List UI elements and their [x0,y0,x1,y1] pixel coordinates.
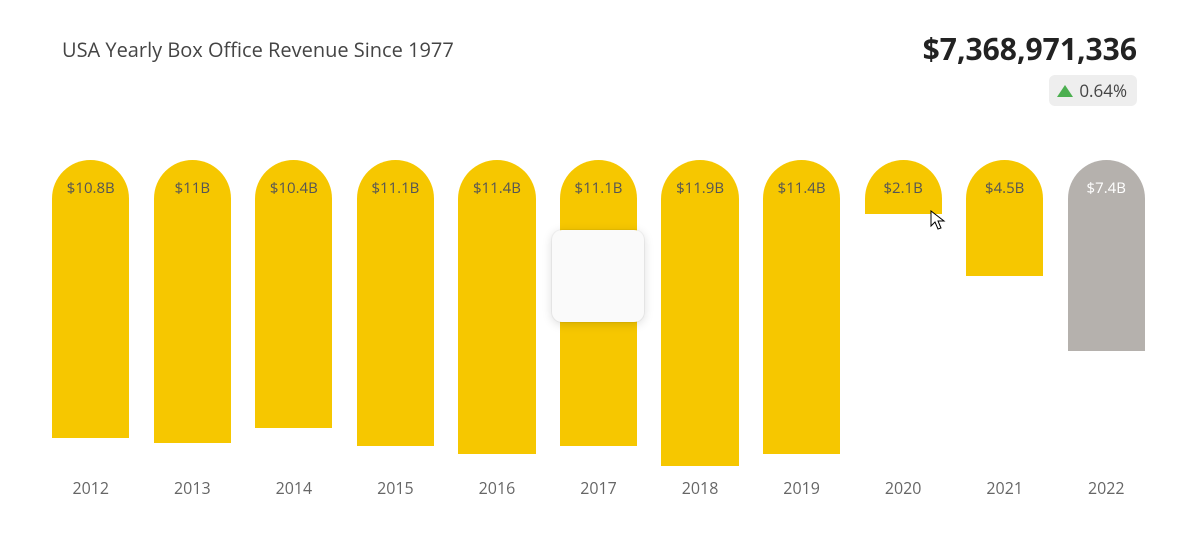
x-tick-label: 2016 [446,469,548,499]
x-tick-label: 2013 [142,469,244,499]
x-axis: 2012201320142015201620172018201920202021… [40,469,1157,505]
kpi-delta-badge: 0.64% [1049,75,1137,106]
bar-value-label: $11.1B [560,178,637,198]
x-tick-label: 2020 [852,469,954,499]
bar-slot: $7.4B [1055,160,1157,469]
bar-slot: $11.1B [345,160,447,469]
bar-value-label: $10.8B [52,178,129,198]
plot-area: $10.8B $11B $10.4B $11.1B $11.4B $11.1B $11.9B… [40,160,1157,505]
bar-value-label: $11.1B [357,178,434,198]
bar-slot: $10.4B [243,160,345,469]
chart-container: USA Yearly Box Office Revenue Since 1977… [0,0,1197,545]
bar-slot: $11B [142,160,244,469]
bar-slot: $10.8B [40,160,142,469]
bar-value-label: $7.4B [1068,178,1145,198]
bar-slot: $2.1B [852,160,954,469]
arrow-up-icon [1057,85,1073,97]
bar[interactable]: $2.1B [865,160,942,214]
bar-value-label: $11.4B [763,178,840,198]
bar[interactable]: $11.4B [458,160,535,454]
bar[interactable]: $11.4B [763,160,840,454]
bar[interactable]: $10.4B [255,160,332,428]
kpi-value: $7,368,971,336 [923,28,1137,69]
bar-value-label: $4.5B [966,178,1043,198]
x-tick-label: 2017 [548,469,650,499]
x-tick-label: 2014 [243,469,345,499]
bar-slot: $4.5B [954,160,1056,469]
bar[interactable]: $7.4B [1068,160,1145,351]
bar-value-label: $11B [154,178,231,198]
bar-value-label: $11.4B [458,178,535,198]
bar-value-label: $2.1B [865,178,942,198]
x-tick-label: 2018 [649,469,751,499]
x-tick-label: 2019 [751,469,853,499]
bar-slot: $11.9B [649,160,751,469]
bar[interactable]: $11.1B [357,160,434,446]
kpi-block: $7,368,971,336 0.64% [923,28,1137,106]
x-tick-label: 2015 [345,469,447,499]
x-tick-label: 2021 [954,469,1056,499]
tooltip-card [552,230,644,322]
bar[interactable]: $11B [154,160,231,443]
kpi-delta-text: 0.64% [1079,79,1127,102]
bar-value-label: $10.4B [255,178,332,198]
bar-value-label: $11.9B [661,178,738,198]
bar-slot: $11.4B [446,160,548,469]
bar[interactable]: $11.9B [661,160,738,466]
bar-slot: $11.4B [751,160,853,469]
x-tick-label: 2022 [1055,469,1157,499]
bar[interactable]: $10.8B [52,160,129,438]
x-tick-label: 2012 [40,469,142,499]
bar[interactable]: $4.5B [966,160,1043,276]
chart-title: USA Yearly Box Office Revenue Since 1977 [62,36,454,63]
